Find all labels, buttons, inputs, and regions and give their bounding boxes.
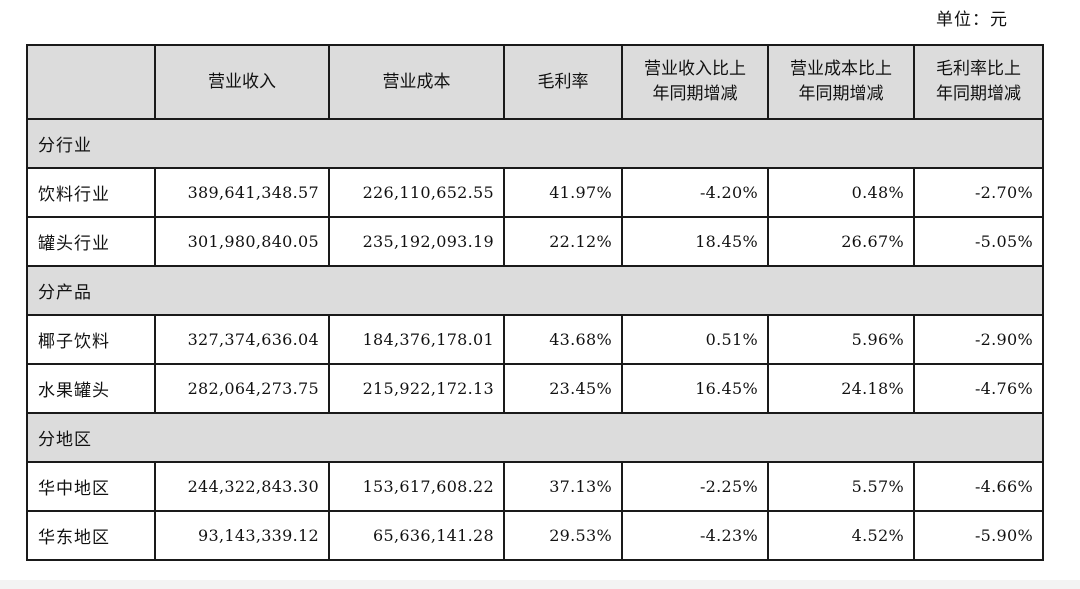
section-title: 分地区 [26, 412, 1044, 463]
table-row: 饮料行业 389,641,348.57 226,110,652.55 41.97… [26, 167, 1044, 218]
section-row-region: 分地区 [26, 412, 1044, 463]
cell-revenue: 244,322,843.30 [154, 461, 330, 512]
cell-margin-yoy: -4.66% [913, 461, 1044, 512]
cell-cost-yoy: 0.48% [767, 167, 915, 218]
cell-revenue: 327,374,636.04 [154, 314, 330, 365]
cell-gross-margin: 29.53% [503, 510, 623, 561]
header-cost-yoy-line1: 营业成本比上 [790, 59, 892, 79]
header-revenue-yoy-line2: 年同期增减 [652, 84, 738, 104]
table-row: 罐头行业 301,980,840.05 235,192,093.19 22.12… [26, 216, 1044, 267]
cell-revenue-yoy: -2.25% [621, 461, 769, 512]
cell-margin-yoy: -2.90% [913, 314, 1044, 365]
row-name: 椰子饮料 [26, 314, 156, 365]
header-margin-yoy-line1: 毛利率比上 [936, 59, 1021, 79]
header-revenue: 营业收入 [154, 44, 330, 120]
row-name: 罐头行业 [26, 216, 156, 267]
section-title: 分产品 [26, 265, 1044, 316]
row-name: 水果罐头 [26, 363, 156, 414]
header-cost-yoy: 营业成本比上 年同期增减 [767, 44, 915, 120]
header-margin-yoy: 毛利率比上 年同期增减 [913, 44, 1044, 120]
header-cost-yoy-line2: 年同期增减 [798, 84, 884, 104]
cell-gross-margin: 41.97% [503, 167, 623, 218]
cell-gross-margin: 37.13% [503, 461, 623, 512]
table-row: 水果罐头 282,064,273.75 215,922,172.13 23.45… [26, 363, 1044, 414]
section-row-product: 分产品 [26, 265, 1044, 316]
cell-cost-yoy: 24.18% [767, 363, 915, 414]
cell-gross-margin: 23.45% [503, 363, 623, 414]
header-gross-margin: 毛利率 [503, 44, 623, 120]
cell-cost-yoy: 26.67% [767, 216, 915, 267]
cell-cost: 65,636,141.28 [328, 510, 505, 561]
section-title: 分行业 [26, 118, 1044, 169]
cell-revenue-yoy: 0.51% [621, 314, 769, 365]
table-row: 华东地区 93,143,339.12 65,636,141.28 29.53% … [26, 510, 1044, 561]
header-revenue-yoy: 营业收入比上 年同期增减 [621, 44, 769, 120]
cell-gross-margin: 22.12% [503, 216, 623, 267]
row-name: 饮料行业 [26, 167, 156, 218]
page-bottom-band [0, 580, 1080, 589]
cell-revenue: 93,143,339.12 [154, 510, 330, 561]
section-row-industry: 分行业 [26, 118, 1044, 169]
cell-cost: 215,922,172.13 [328, 363, 505, 414]
cell-gross-margin: 43.68% [503, 314, 623, 365]
unit-label: 单位：元 [936, 10, 1008, 30]
cell-revenue: 282,064,273.75 [154, 363, 330, 414]
header-corner [26, 44, 156, 120]
cell-revenue-yoy: -4.20% [621, 167, 769, 218]
cell-margin-yoy: -4.76% [913, 363, 1044, 414]
header-revenue-yoy-line1: 营业收入比上 [644, 59, 746, 79]
cell-margin-yoy: -5.90% [913, 510, 1044, 561]
cell-revenue-yoy: 18.45% [621, 216, 769, 267]
row-name: 华中地区 [26, 461, 156, 512]
cell-revenue-yoy: 16.45% [621, 363, 769, 414]
cell-cost-yoy: 5.96% [767, 314, 915, 365]
header-row: 营业收入 营业成本 毛利率 营业收入比上 年同期增减 营业成本比上 年同期增减 … [26, 44, 1044, 120]
table-row: 华中地区 244,322,843.30 153,617,608.22 37.13… [26, 461, 1044, 512]
table-row: 椰子饮料 327,374,636.04 184,376,178.01 43.68… [26, 314, 1044, 365]
cell-revenue: 389,641,348.57 [154, 167, 330, 218]
cell-cost: 184,376,178.01 [328, 314, 505, 365]
cell-cost: 235,192,093.19 [328, 216, 505, 267]
header-margin-yoy-line2: 年同期增减 [936, 84, 1021, 104]
cell-margin-yoy: -2.70% [913, 167, 1044, 218]
cell-cost-yoy: 4.52% [767, 510, 915, 561]
cell-revenue: 301,980,840.05 [154, 216, 330, 267]
financial-table: 营业收入 营业成本 毛利率 营业收入比上 年同期增减 营业成本比上 年同期增减 … [26, 44, 1044, 561]
cell-cost-yoy: 5.57% [767, 461, 915, 512]
cell-margin-yoy: -5.05% [913, 216, 1044, 267]
header-cost: 营业成本 [328, 44, 505, 120]
cell-cost: 226,110,652.55 [328, 167, 505, 218]
row-name: 华东地区 [26, 510, 156, 561]
cell-revenue-yoy: -4.23% [621, 510, 769, 561]
cell-cost: 153,617,608.22 [328, 461, 505, 512]
